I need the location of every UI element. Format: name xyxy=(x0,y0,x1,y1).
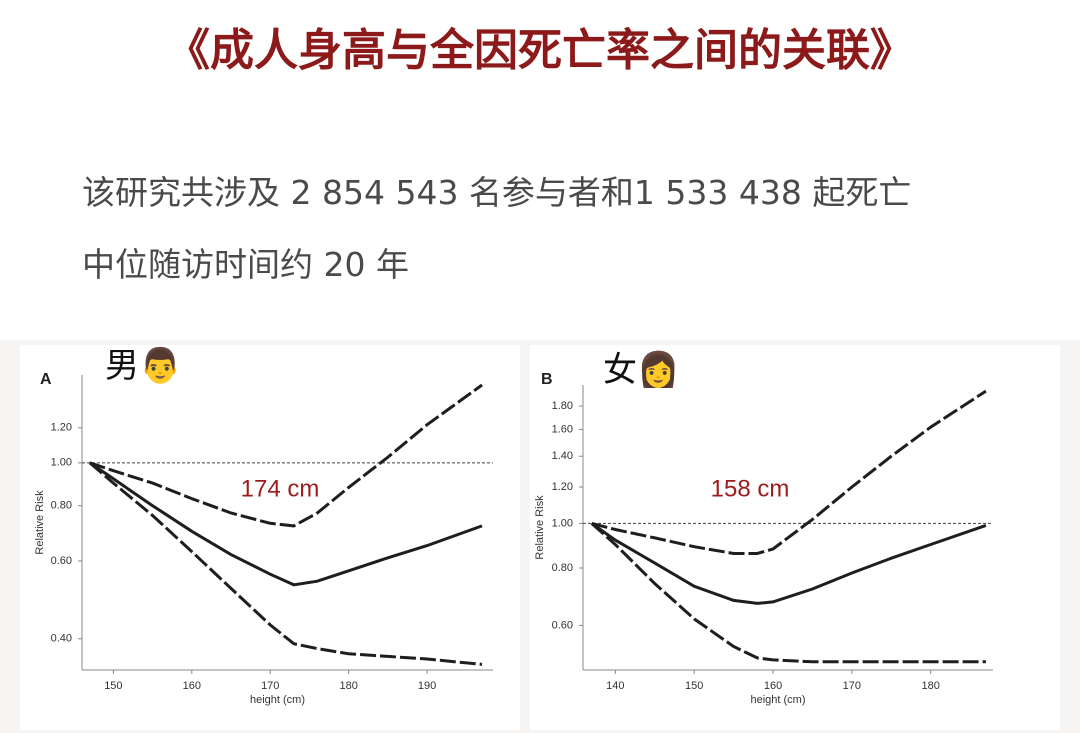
y-tick-label: 1.60 xyxy=(552,423,573,435)
line-series xyxy=(590,522,986,664)
x-tick-label: 150 xyxy=(685,680,703,692)
line-series xyxy=(88,461,483,666)
x-tick-label: 190 xyxy=(418,680,436,692)
y-tick-label: 0.40 xyxy=(51,633,72,645)
x-tick-label: 160 xyxy=(764,680,782,692)
y-tick-label: 1.00 xyxy=(552,517,573,529)
y-tick-label: 0.80 xyxy=(552,562,573,574)
y-tick-label: 1.80 xyxy=(552,400,573,412)
x-tick-label: 150 xyxy=(104,680,122,692)
x-tick-label: 170 xyxy=(843,680,861,692)
x-axis-label: height (cm) xyxy=(750,694,805,706)
panel-letter: B xyxy=(541,371,553,388)
title: 《成人身高与全因死亡率之间的关联》 xyxy=(166,25,914,76)
subtitle-line: 中位随访时间约 20 年 xyxy=(82,245,409,284)
y-axis-label: Relative Risk xyxy=(534,495,546,560)
y-tick-label: 1.00 xyxy=(51,457,72,469)
annotation: 158 cm xyxy=(711,475,790,502)
panel-label: 女👩 xyxy=(603,350,679,389)
line-series xyxy=(89,383,483,528)
chart-panel xyxy=(530,345,1060,730)
x-tick-label: 170 xyxy=(261,680,279,692)
x-tick-label: 160 xyxy=(183,680,201,692)
subtitle-line: 该研究共涉及 2 854 543 名参与者和1 533 438 起死亡 xyxy=(82,173,912,212)
y-axis-label: Relative Risk xyxy=(34,490,46,555)
y-tick-label: 1.20 xyxy=(51,422,72,434)
x-axis-label: height (cm) xyxy=(250,694,305,706)
x-tick-label: 140 xyxy=(606,680,624,692)
line-series xyxy=(88,461,483,587)
y-tick-label: 0.60 xyxy=(552,619,573,631)
x-tick-label: 180 xyxy=(922,680,940,692)
annotation: 174 cm xyxy=(241,475,320,502)
panel-letter: A xyxy=(40,371,52,388)
chart-panel xyxy=(20,345,520,730)
y-tick-label: 1.20 xyxy=(552,481,573,493)
line-series xyxy=(590,522,987,605)
y-tick-label: 1.40 xyxy=(552,450,573,462)
x-tick-label: 180 xyxy=(339,680,357,692)
line-series xyxy=(591,389,987,555)
y-tick-label: 0.80 xyxy=(51,500,72,512)
panel-label: 男👨 xyxy=(105,346,181,385)
y-tick-label: 0.60 xyxy=(51,555,72,567)
